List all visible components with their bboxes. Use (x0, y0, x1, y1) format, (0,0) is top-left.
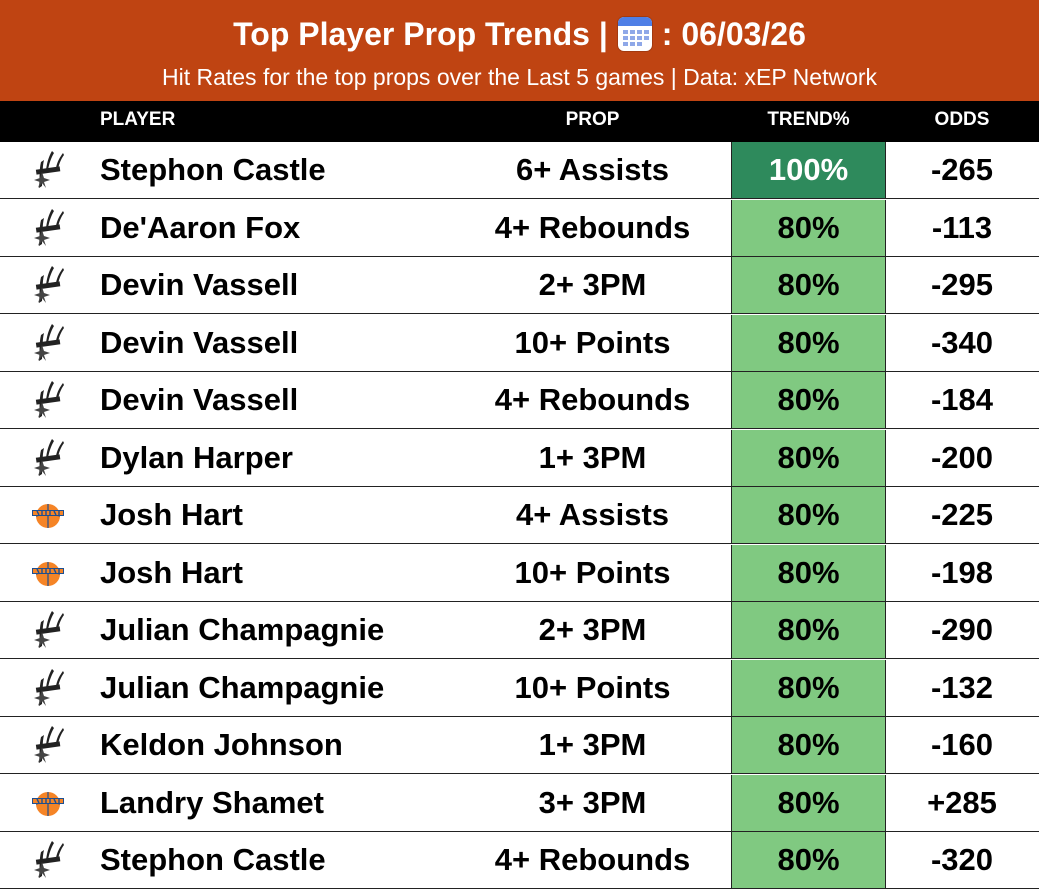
prop-value: 1+ 3PM (538, 727, 647, 762)
spurs-logo-icon (0, 602, 95, 658)
table-row: Devin Vassell 2+ 3PM 80% -295 (0, 257, 1039, 314)
table-header: PLAYER PROP TREND% ODDS (0, 101, 1039, 142)
prop-value: 3+ 3PM (538, 784, 647, 820)
table-row: Landry Shamet 3+ 3PM 80% +285 (0, 774, 1039, 832)
table-row: Devin Vassell 4+ Rebounds 80% -184 (0, 372, 1039, 429)
odds-value: -184 (930, 382, 994, 417)
trend-percent: 80% (731, 774, 886, 831)
odds-value: -340 (930, 324, 994, 360)
table-row: Dylan Harper 1+ 3PM 80% -200 (0, 429, 1039, 487)
spurs-logo-icon (0, 832, 95, 888)
trend-percent: 100% (731, 142, 886, 198)
table-row: Stephon Castle 4+ Rebounds 80% -320 (0, 832, 1039, 889)
trend-percent: 80% (731, 199, 886, 256)
spurs-logo-icon (0, 430, 95, 486)
knicks-logo-icon (0, 487, 95, 543)
odds-value: -265 (930, 152, 994, 187)
odds-value: -198 (930, 554, 994, 590)
column-header-odds: ODDS (934, 109, 990, 130)
prop-value: 4+ Rebounds (494, 842, 691, 877)
prop-value: 6+ Assists (515, 152, 670, 187)
prop-value: 4+ Rebounds (494, 209, 691, 245)
table-row: Julian Champagnie 10+ Points 80% -132 (0, 659, 1039, 717)
trend-percent: 80% (731, 832, 886, 888)
knicks-logo-icon (0, 775, 95, 831)
odds-value: -225 (930, 497, 994, 532)
page-subtitle: Hit Rates for the top props over the Las… (161, 64, 878, 90)
table-row: Keldon Johnson 1+ 3PM 80% -160 (0, 717, 1039, 774)
header-banner: Top Player Prop Trends | : 06/03/26 Hit … (0, 0, 1039, 101)
title-text: Top Player Prop Trends | (233, 16, 608, 52)
prop-value: 10+ Points (514, 669, 671, 705)
player-name: Devin Vassell (100, 324, 299, 360)
player-name: Julian Champagnie (100, 669, 385, 705)
player-name: Josh Hart (100, 554, 243, 590)
player-name: Landry Shamet (100, 784, 324, 820)
prop-value: 4+ Assists (515, 497, 670, 532)
player-name: De'Aaron Fox (100, 209, 301, 245)
spurs-logo-icon (0, 660, 95, 716)
prop-value: 2+ 3PM (538, 267, 647, 302)
spurs-logo-icon (0, 142, 95, 198)
column-header-prop: PROP (565, 109, 620, 130)
spurs-logo-icon (0, 717, 95, 773)
odds-value: -320 (930, 842, 994, 877)
odds-value: -132 (930, 669, 994, 705)
spurs-logo-icon (0, 257, 95, 313)
odds-value: +285 (927, 784, 997, 820)
player-name: Devin Vassell (100, 267, 299, 302)
prop-value: 1+ 3PM (538, 439, 647, 475)
table-row: De'Aaron Fox 4+ Rebounds 80% -113 (0, 199, 1039, 257)
trend-percent: 80% (731, 544, 886, 601)
odds-value: -295 (930, 267, 994, 302)
title-date: : 06/03/26 (661, 16, 806, 52)
spurs-logo-icon (0, 372, 95, 428)
trend-percent: 80% (731, 314, 886, 371)
prop-value: 4+ Rebounds (494, 382, 691, 417)
trend-percent: 80% (731, 429, 886, 486)
trend-percent: 80% (731, 257, 886, 313)
spurs-logo-icon (0, 315, 95, 371)
trend-percent: 80% (731, 659, 886, 716)
player-name: Stephon Castle (100, 152, 326, 187)
odds-value: -160 (930, 727, 994, 762)
trend-percent: 80% (731, 487, 886, 543)
trend-percent: 80% (731, 602, 886, 658)
column-header-trend: TREND% (767, 109, 850, 130)
player-name: Devin Vassell (100, 382, 299, 417)
player-name: Julian Champagnie (100, 612, 385, 647)
odds-value: -290 (930, 612, 994, 647)
player-name: Stephon Castle (100, 842, 326, 877)
column-header-player: PLAYER (100, 109, 176, 130)
odds-value: -113 (931, 209, 993, 245)
table-row: Devin Vassell 10+ Points 80% -340 (0, 314, 1039, 372)
trend-percent: 80% (731, 372, 886, 428)
odds-value: -200 (930, 439, 994, 475)
calendar-icon (617, 17, 652, 51)
spurs-logo-icon (0, 200, 95, 256)
player-name: Josh Hart (100, 497, 243, 532)
trend-percent: 80% (731, 717, 886, 773)
table-row: Julian Champagnie 2+ 3PM 80% -290 (0, 602, 1039, 659)
knicks-logo-icon (0, 545, 95, 601)
table-row: Stephon Castle 6+ Assists 100% -265 (0, 142, 1039, 199)
prop-value: 10+ Points (514, 554, 671, 590)
player-name: Dylan Harper (100, 439, 293, 475)
prop-value: 10+ Points (514, 324, 671, 360)
table-row: Josh Hart 4+ Assists 80% -225 (0, 487, 1039, 544)
page-title: Top Player Prop Trends | : 06/03/26 (0, 12, 1039, 56)
prop-value: 2+ 3PM (538, 612, 647, 647)
table-row: Josh Hart 10+ Points 80% -198 (0, 544, 1039, 602)
player-name: Keldon Johnson (100, 727, 343, 762)
